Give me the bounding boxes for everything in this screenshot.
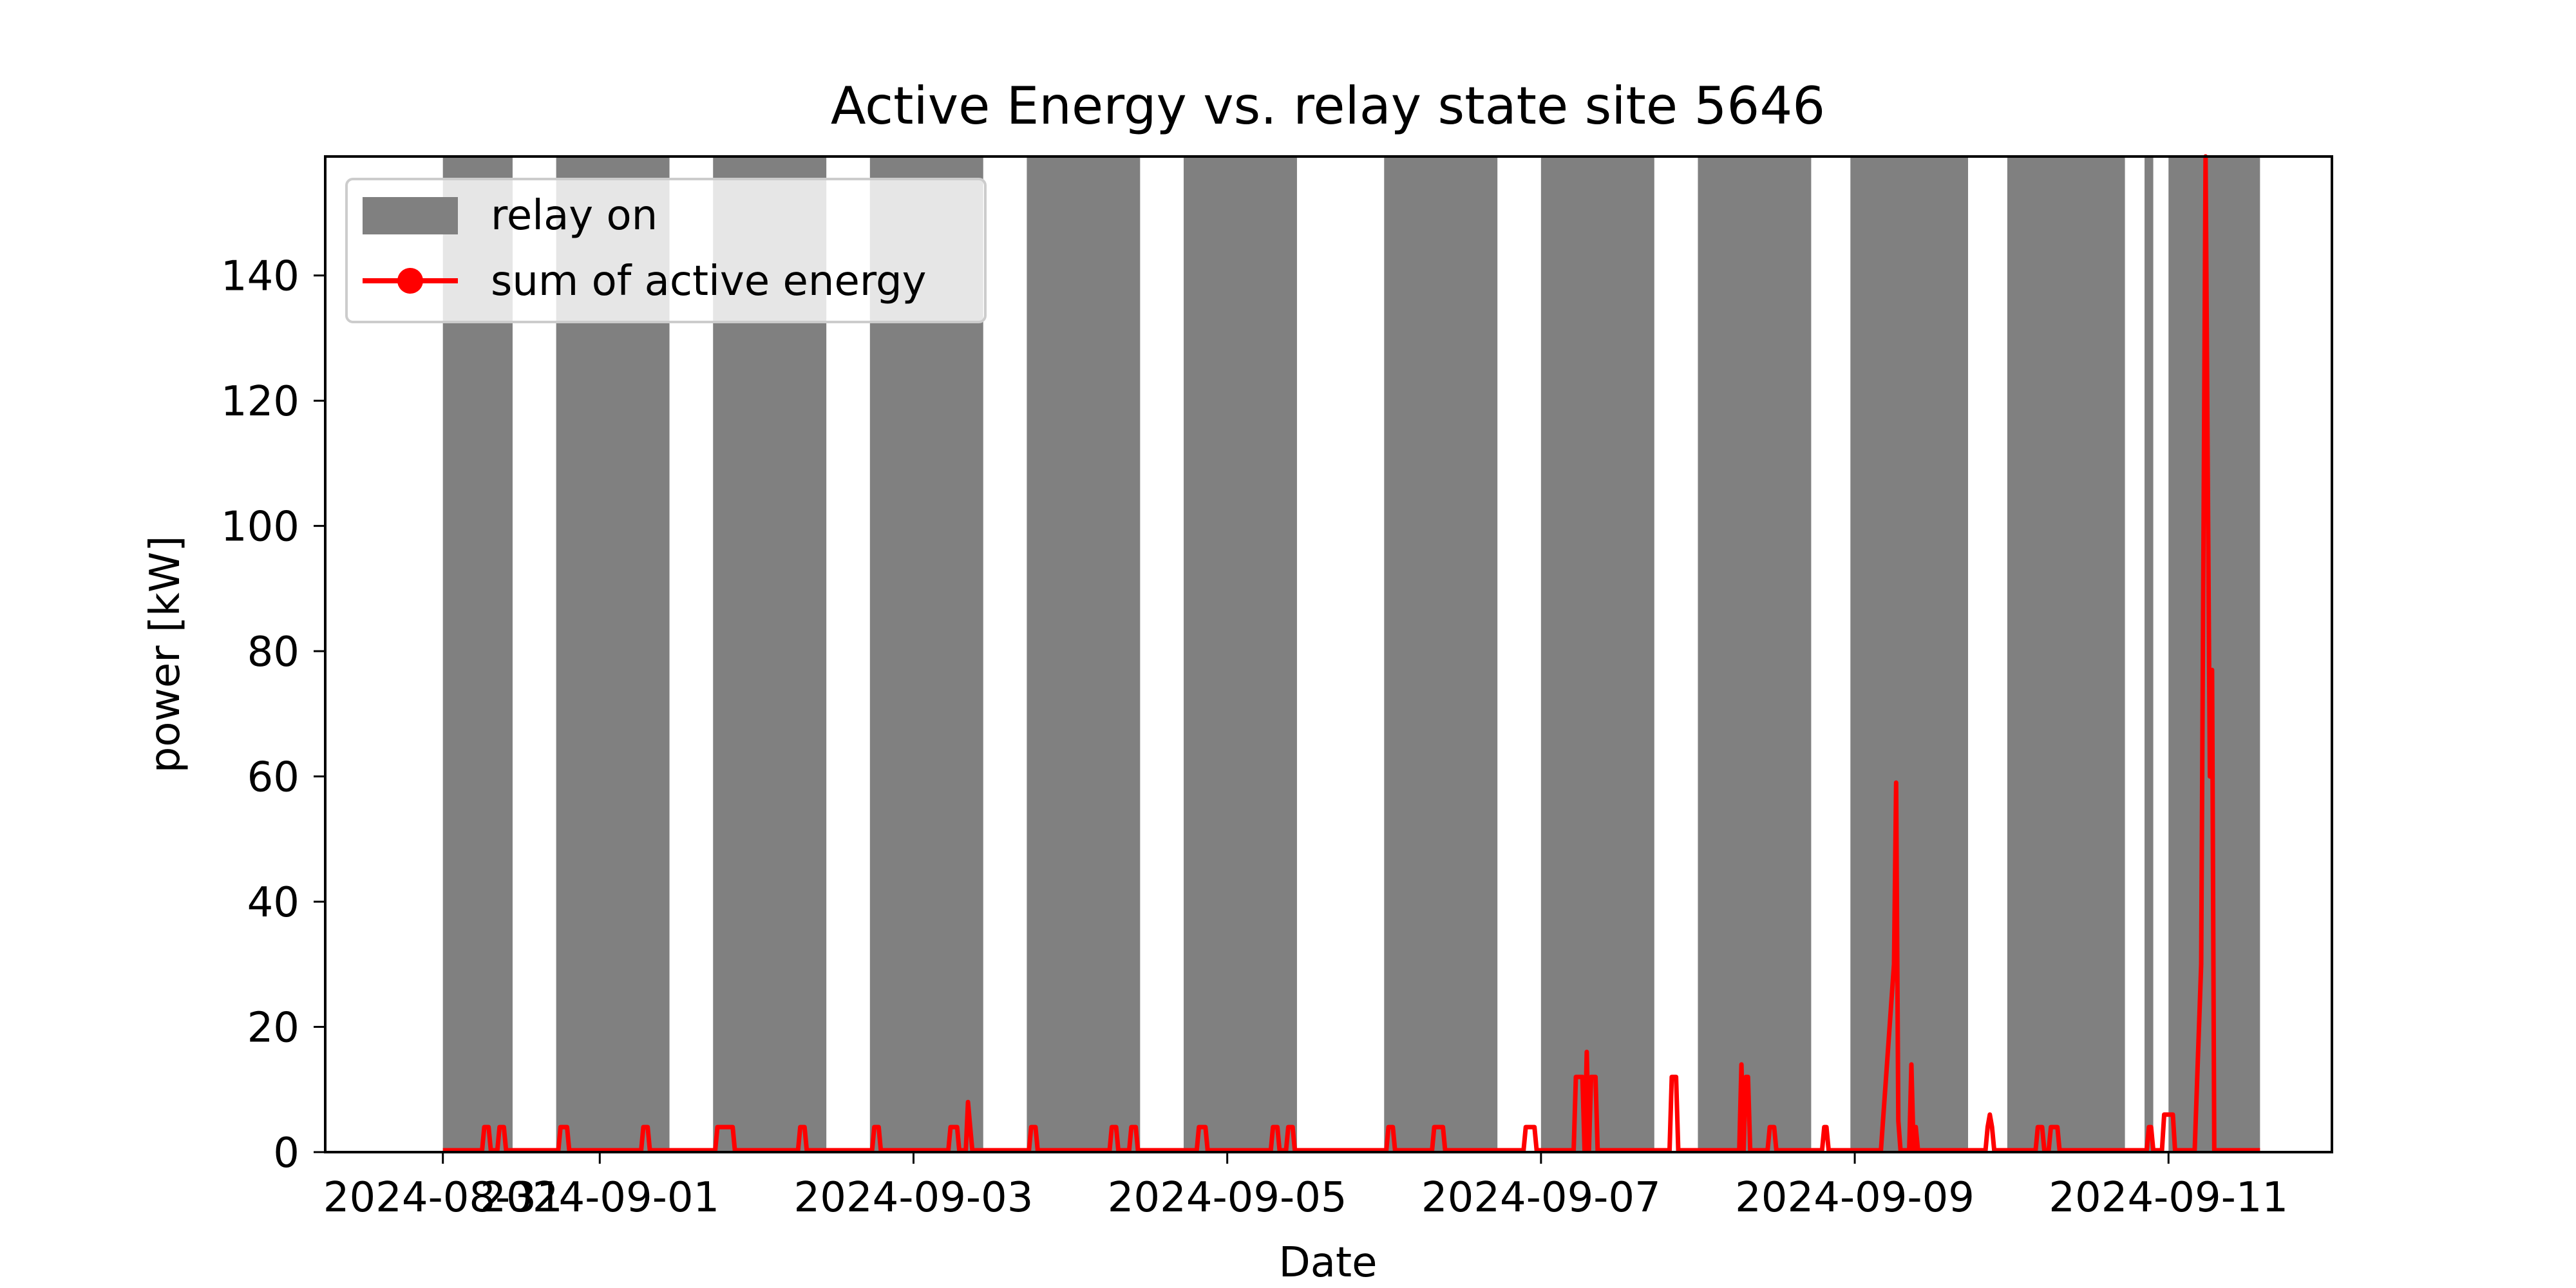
energy-series [442, 154, 2260, 1153]
y-tick-label: 80 [247, 629, 299, 676]
y-axis-ticks: 0 20 40 60 80 100 120 140 [221, 253, 325, 1177]
y-tick-label: 40 [247, 879, 299, 927]
energy-series-line [442, 154, 2260, 1153]
y-tick-label: 120 [221, 378, 299, 426]
relay-on-span [1027, 156, 1141, 1152]
plot-frame [324, 155, 2333, 1153]
x-tick-label: 2024-09-09 [1735, 1174, 1975, 1222]
x-axis-label: Date [1279, 1239, 1378, 1287]
legend-relay-swatch [363, 197, 458, 234]
legend: relay on sum of active energy [345, 178, 987, 323]
y-tick-label: 100 [221, 504, 299, 551]
legend-energy-marker [397, 268, 423, 294]
legend-box [345, 178, 987, 323]
x-tick-label: 2024-09-11 [2049, 1174, 2288, 1222]
relay-on-span [2007, 156, 2125, 1152]
y-tick-label: 20 [247, 1005, 299, 1052]
y-tick-label: 0 [273, 1130, 299, 1177]
x-tick-label: 2024-09-07 [1421, 1174, 1661, 1222]
chart-title: Active Energy vs. relay state site 5646 [831, 76, 1825, 136]
relay-on-span [1184, 156, 1297, 1152]
relay-on-span [1384, 156, 1498, 1152]
x-tick-label: 2024-08-31 [323, 1174, 563, 1222]
relay-on-span [1540, 156, 1654, 1152]
x-tick-label: 2024-09-01 [480, 1174, 719, 1222]
relay-on-span [1850, 156, 1968, 1152]
y-axis-label: power [kW] [142, 536, 189, 773]
legend-label-relay: relay on [491, 192, 658, 240]
x-tick-label: 2024-09-03 [794, 1174, 1034, 1222]
relay-on-span [2145, 156, 2154, 1152]
relay-on-span [1698, 156, 1812, 1152]
y-tick-label: 140 [221, 253, 299, 301]
legend-label-energy: sum of active energy [491, 258, 927, 305]
y-tick-label: 60 [247, 754, 299, 802]
x-tick-label: 2024-09-05 [1108, 1174, 1347, 1222]
